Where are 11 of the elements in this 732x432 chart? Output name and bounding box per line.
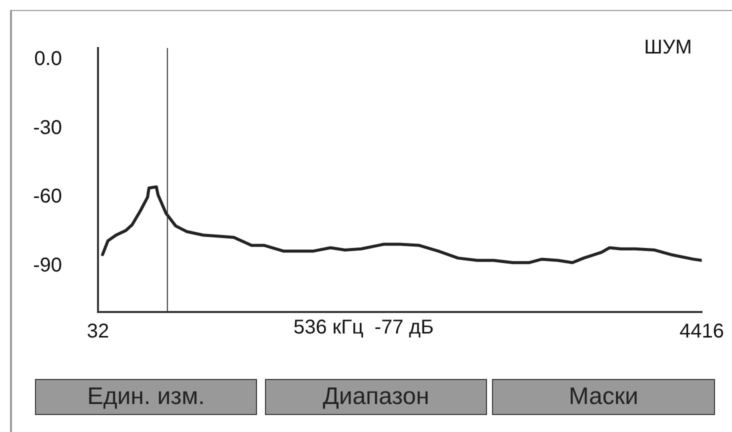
x-tick-label: 4416 (680, 320, 724, 343)
ref-line-label: 536 кГц -77 дБ (293, 316, 434, 339)
text: Маски (492, 379, 715, 415)
y-tick-label: -30 (33, 116, 62, 139)
chart-title: ШУМ (644, 36, 692, 59)
text: Диапазон (265, 379, 487, 415)
text: Един. изм. (35, 379, 257, 415)
x-tick-label: 32 (86, 320, 110, 343)
y-tick-label: 0.0 (34, 48, 62, 70)
y-tick-label: -90 (33, 254, 62, 277)
y-tick-label: -60 (33, 186, 62, 208)
